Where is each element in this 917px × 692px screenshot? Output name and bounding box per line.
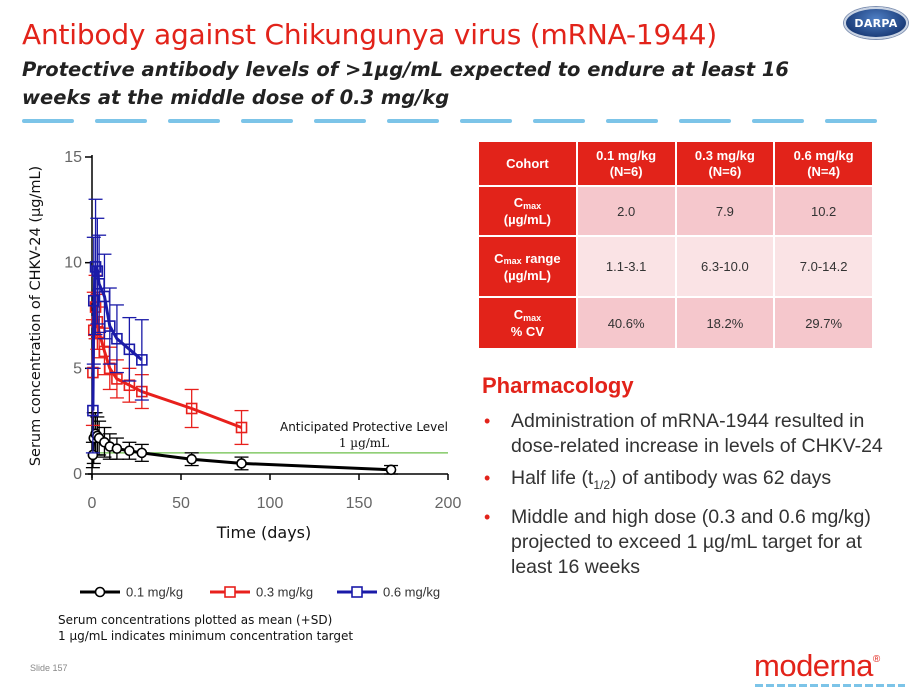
data-point: [235, 421, 248, 434]
data-point: [124, 445, 135, 457]
data-point: [98, 290, 111, 303]
legend-label: 0.1 mg/kg: [126, 585, 183, 600]
table-cell: 2.0: [577, 187, 675, 235]
data-point: [185, 402, 198, 415]
table-header-cohort: Cohort: [479, 142, 576, 185]
legend-label: 0.3 mg/kg: [256, 585, 313, 600]
data-point: [123, 343, 136, 356]
data-point: [385, 464, 397, 476]
chart-notes: Serum concentrations plotted as mean (+S…: [58, 612, 353, 644]
y-tick-label: 5: [73, 360, 82, 377]
header-n: (N=6): [708, 163, 742, 179]
moderna-logo: moderna®: [754, 648, 880, 684]
darpa-logo-text: DARPA: [854, 16, 898, 30]
data-point: [136, 354, 148, 366]
legend-marker: [94, 586, 106, 598]
slide-number: Slide 157: [30, 663, 68, 673]
pharmacology-heading: Pharmacology: [482, 373, 634, 398]
table-cell: 7.9: [676, 187, 774, 235]
table-header-dose: 0.6 mg/kg (N=4): [775, 142, 872, 185]
pharmacology-list: Administration of mRNA-1944 resulted in …: [482, 409, 892, 587]
legend-marker: [351, 586, 363, 598]
table-cell: 6.3-10.0: [676, 237, 774, 296]
cmax-table: Cohort 0.1 mg/kg (N=6) 0.3 mg/kg (N=6) 0.6…: [477, 140, 874, 350]
table-cell: 10.2: [775, 187, 872, 235]
y-axis-label: Serum concentration of CHKV-24 (µg/mL): [28, 166, 44, 466]
legend-label: 0.6 mg/kg: [383, 585, 440, 600]
table-cell: 7.0-14.2: [775, 237, 872, 296]
y-tick-label: 15: [64, 149, 82, 166]
x-tick-label: 200: [435, 495, 462, 512]
legend-marker: [224, 586, 236, 598]
x-axis-label: Time (days): [216, 523, 312, 542]
table-cell: 18.2%: [676, 298, 774, 348]
y-tick-label: 0: [73, 466, 82, 483]
row-label: Cmax (µg/mL): [479, 187, 576, 235]
data-point: [236, 458, 247, 469]
table-header-dose: 0.3 mg/kg (N=6): [676, 142, 774, 185]
header-dose: 0.3 mg/kg: [694, 147, 755, 163]
chart-legend: 0.1 mg/kg 0.3 mg/kg 0.6 mg/kg: [80, 585, 440, 600]
list-item: Middle and high dose (0.3 and 0.6 mg/kg)…: [482, 505, 892, 580]
registered-mark: ®: [872, 654, 880, 665]
data-point: [93, 278, 105, 290]
x-tick-label: 150: [346, 495, 373, 512]
header-n: (N=4): [807, 163, 841, 179]
data-point: [136, 447, 148, 459]
table-row: Cmax% CV 40.6% 18.2% 29.7%: [479, 298, 872, 348]
x-tick-label: 100: [257, 495, 284, 512]
table-cell: 1.1-3.1: [577, 237, 675, 296]
data-point: [91, 265, 104, 277]
x-tick-label: 0: [88, 495, 97, 512]
data-point: [104, 320, 116, 332]
darpa-logo: DARPA: [844, 7, 908, 39]
data-point: [111, 332, 123, 345]
table-row: Cmax (µg/mL) 2.0 7.9 10.2: [479, 187, 872, 235]
data-point: [111, 443, 123, 454]
chart-note: 1 µg/mL indicates minimum concentration …: [58, 629, 354, 643]
slide-subtitle: Protective antibody levels of >1µg/mL ex…: [22, 58, 789, 109]
list-item: Half life (t1/2) of antibody was 62 days: [482, 466, 892, 498]
header-dose: 0.6 mg/kg: [793, 147, 854, 163]
divider-dashes: [22, 119, 902, 124]
data-point: [87, 404, 99, 417]
header-dose: 0.1 mg/kg: [596, 147, 657, 163]
chart-note: Serum concentrations plotted as mean (+S…: [58, 613, 333, 627]
list-item: Administration of mRNA-1944 resulted in …: [482, 409, 892, 459]
header-n: (N=6): [609, 163, 643, 179]
table-cell: 29.7%: [775, 298, 872, 348]
slide-title: Antibody against Chikungunya virus (mRNA…: [22, 18, 718, 51]
data-point: [111, 373, 123, 385]
row-label: Cmax range (µg/mL): [479, 237, 576, 296]
y-tick-label: 10: [64, 255, 82, 272]
protective-level-label: Anticipated Protective Level: [280, 420, 448, 434]
moderna-underline: [755, 684, 905, 687]
table-cell: 40.6%: [577, 298, 675, 348]
x-tick-label: 50: [172, 495, 190, 512]
protective-level-value: 1 µg/mL: [339, 436, 389, 450]
row-label: Cmax% CV: [479, 298, 576, 348]
moderna-wordmark: moderna: [754, 648, 873, 683]
table-row: Cmax range (µg/mL) 1.1-3.1 6.3-10.0 7.0-1…: [479, 237, 872, 296]
data-point: [186, 453, 197, 465]
table-header-dose: 0.1 mg/kg (N=6): [577, 142, 675, 185]
